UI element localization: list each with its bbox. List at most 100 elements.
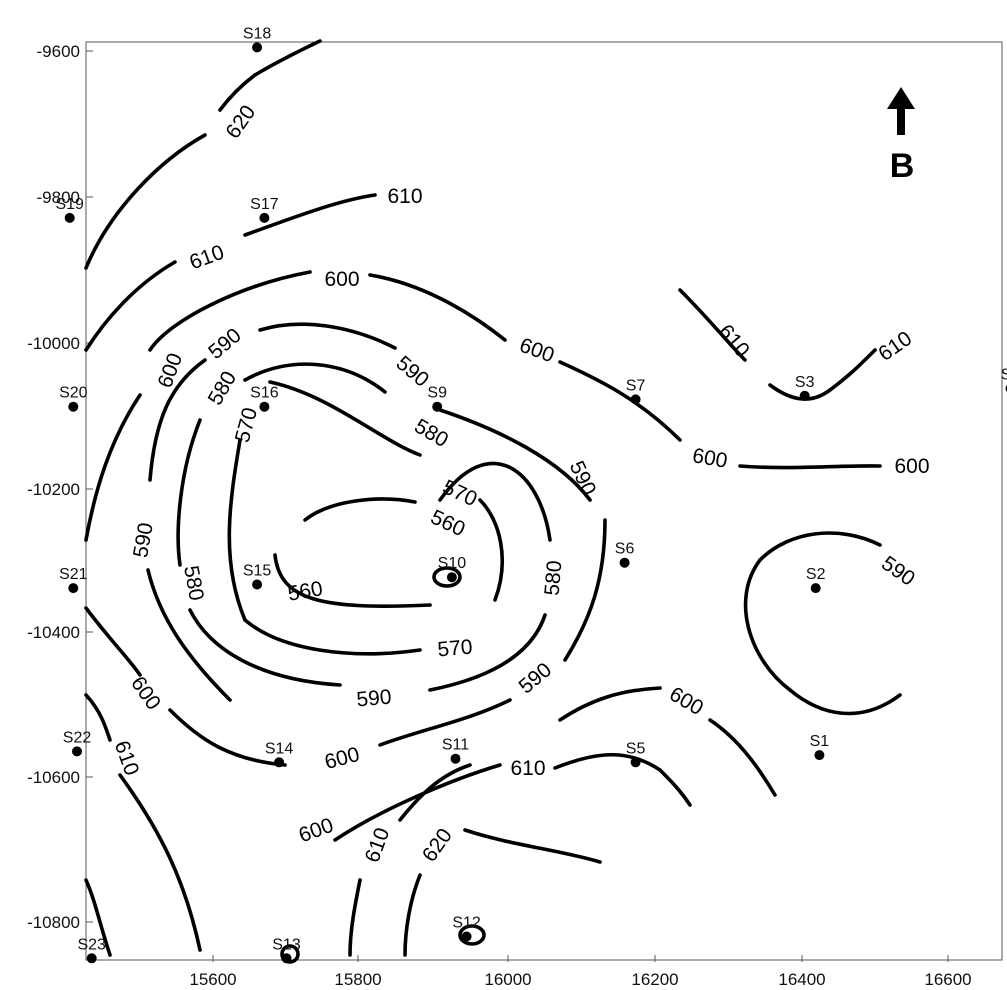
contour-label: 580: [179, 564, 208, 603]
station-label: S13: [272, 936, 301, 953]
contour-590-outer-b: [148, 358, 207, 482]
contour-label: 600: [322, 743, 362, 774]
contour-600-top-right: [368, 273, 507, 342]
plot-frame: [85, 41, 1003, 961]
arrow-shaft: [897, 107, 905, 135]
station-marker: [630, 757, 641, 768]
station-label: S4: [1001, 367, 1007, 384]
station-label: S10: [438, 555, 467, 572]
station-label: S17: [250, 196, 279, 213]
station-marker: [799, 390, 810, 401]
closed-contour-s12: [458, 924, 486, 946]
contour-580-b: [176, 418, 202, 567]
contour-label: 570: [231, 405, 262, 445]
contour-label: 610: [387, 185, 422, 208]
contour-570-b: [227, 438, 247, 622]
x-axis-ticks: [212, 955, 949, 962]
contour-570-right: [478, 498, 504, 602]
contour-label: 610: [510, 757, 545, 780]
contour-610-lower-left: [348, 878, 362, 957]
y-tick-label: -9600: [37, 42, 80, 61]
x-tick-label: 16400: [778, 970, 825, 989]
station-label: S19: [55, 196, 84, 213]
station-marker: [274, 757, 285, 768]
contour-620-top-c: [84, 133, 207, 270]
y-axis-ticks: [86, 50, 93, 923]
contour-610-top-b: [84, 260, 177, 352]
station-s19: S19: [55, 196, 84, 223]
contour-label: 600: [296, 814, 337, 848]
station-marker: [450, 753, 461, 764]
contour-label: 600: [691, 444, 730, 473]
station-label: S2: [806, 566, 826, 583]
north-arrow: B: [887, 87, 915, 185]
x-tick-label: 16600: [924, 970, 971, 989]
contour-590-outer: [258, 322, 397, 350]
contour-580-c: [188, 608, 342, 687]
contour-bottom-left-corner: [84, 878, 112, 957]
station-label: S22: [63, 729, 92, 746]
station-s9: S9: [427, 385, 447, 412]
station-s15: S15: [243, 563, 271, 590]
station-label: S16: [250, 385, 279, 402]
contour-560: [303, 497, 417, 522]
contour-label: 620: [221, 101, 260, 143]
contour-label: 610: [361, 825, 395, 866]
station-label: S11: [442, 737, 469, 754]
contour-590-right-loop: [758, 531, 882, 562]
stations-layer: S1 S2 S3 S4 S5 S6 S7 S9 S10 S11 S12 S13 S14 S15 S16 S17…: [55, 25, 1007, 964]
station-label: S7: [626, 377, 646, 394]
contour-590-right-loop-b: [743, 558, 792, 692]
station-label: S3: [795, 374, 815, 391]
y-tick-label: -9800: [37, 188, 80, 207]
station-label: S12: [452, 915, 481, 932]
station-marker: [446, 572, 457, 583]
contour-620-bottom: [463, 828, 602, 864]
contour-lines: [84, 39, 902, 964]
contour-label: 620: [418, 824, 457, 866]
y-axis-labels: -9600 -9800 -10000 -10200 -10400 -10600 …: [27, 42, 80, 932]
station-marker: [810, 583, 821, 594]
contour-610-left: [84, 693, 112, 742]
contour-label: 590: [129, 521, 158, 560]
x-tick-label: 16200: [631, 970, 678, 989]
station-marker: [281, 953, 292, 964]
station-s12: S12: [452, 915, 481, 942]
contour-600-left-lower-b: [168, 708, 287, 767]
contour-590-outer-c: [146, 568, 232, 702]
y-tick-label: -10400: [27, 623, 80, 642]
station-s6: S6: [615, 541, 634, 568]
contour-label: 600: [516, 334, 557, 368]
station-s11: S11: [442, 737, 469, 764]
north-arrow-label: B: [890, 147, 915, 185]
contour-600-bottom: [333, 763, 502, 842]
contour-610-right-v: [678, 288, 747, 362]
contour-label: 600: [324, 268, 359, 291]
contour-label: 600: [154, 350, 188, 391]
station-s22: S22: [63, 729, 92, 757]
contour-label: 610: [714, 320, 754, 362]
station-label: S23: [77, 936, 106, 953]
station-label: S18: [243, 25, 272, 42]
y-tick-label: -10000: [27, 334, 80, 353]
station-marker: [68, 583, 79, 594]
station-marker: [86, 953, 97, 964]
station-s16: S16: [250, 385, 279, 412]
contour-580-right: [438, 461, 552, 542]
contour-560-b: [273, 553, 432, 608]
station-s21: S21: [59, 566, 88, 594]
x-tick-label: 15800: [334, 970, 381, 989]
station-s13: S13: [272, 936, 301, 964]
x-axis-labels: 15600 15800 16000 16200 16400 16600: [189, 970, 971, 989]
station-label: S20: [59, 385, 88, 402]
contour-600-mid: [558, 360, 682, 442]
contour-label: 610: [874, 327, 916, 366]
contour-label: 600: [894, 455, 929, 478]
closed-contour-s10: [432, 566, 462, 588]
station-marker: [619, 557, 630, 568]
arrow-head-icon: [887, 87, 915, 109]
contour-600-outer-b: [84, 393, 142, 542]
x-tick-label: 16000: [484, 970, 531, 989]
contour-label: 590: [877, 552, 919, 591]
contour-590-right: [438, 408, 592, 502]
